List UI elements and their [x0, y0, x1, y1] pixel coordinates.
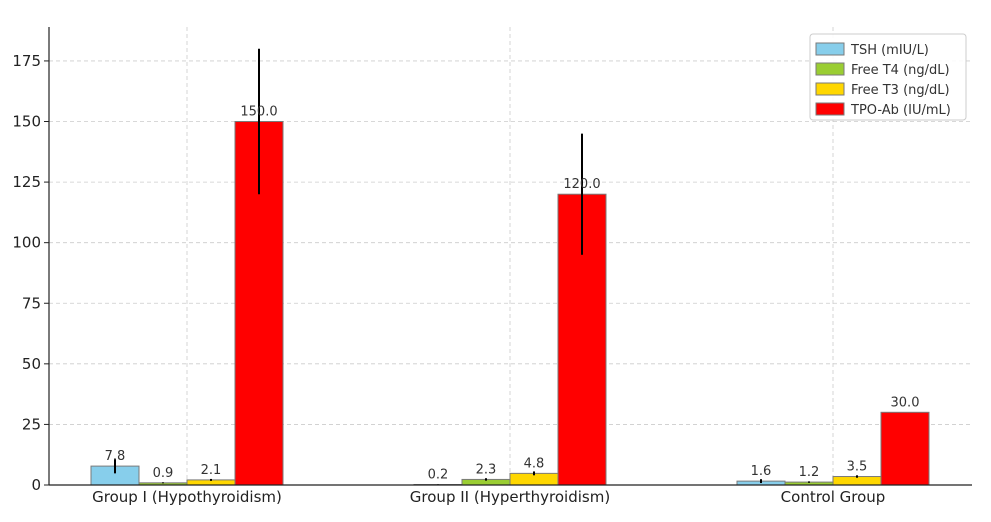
x-category-label: Group I (Hypothyroidism) [92, 488, 282, 506]
legend-swatch [815, 62, 845, 76]
y-tick-label: 175 [12, 52, 41, 70]
y-tick-label: 0 [31, 476, 41, 494]
legend-label: TPO-Ab (IU/mL) [850, 103, 951, 118]
legend-swatch [815, 102, 845, 116]
grid-lines [49, 27, 972, 485]
legend: TSH (mIU/L) Free T4 (ng/dL) Free T3 (ng/dL… [809, 33, 967, 121]
bar-value-label: 4.8 [524, 456, 545, 471]
bar-value-label: 150.0 [240, 105, 277, 120]
bar-value-label: 0.2 [428, 468, 449, 483]
bar-value-label: 2.3 [476, 462, 497, 477]
bar-value-label: 2.1 [201, 463, 222, 478]
legend-swatch [815, 42, 845, 56]
x-category-label: Control Group [781, 488, 886, 506]
y-tick-label: 150 [12, 113, 41, 131]
y-tick-label: 50 [22, 355, 41, 373]
bar-value-label: 7.8 [105, 449, 126, 464]
legend-label: Free T3 (ng/dL) [851, 83, 950, 98]
bar [880, 411, 930, 486]
y-tick-label: 25 [22, 415, 41, 433]
y-tick-label: 75 [22, 294, 41, 312]
bar-value-label: 30.0 [891, 395, 920, 410]
y-tick-label: 100 [12, 234, 41, 252]
legend-swatch [815, 82, 845, 96]
x-ticks: Group I (Hypothyroidism) Group II (Hypert… [92, 488, 885, 506]
bar-value-label: 120.0 [563, 177, 600, 192]
bar [832, 476, 882, 486]
x-category-label: Group II (Hyperthyroidism) [410, 488, 610, 506]
axes [48, 27, 972, 486]
y-tick-label: 125 [12, 173, 41, 191]
legend-label: TSH (mIU/L) [850, 43, 929, 58]
legend-frame [809, 33, 967, 121]
bar-value-label: 1.2 [799, 465, 820, 480]
bar-value-label: 3.5 [847, 460, 868, 475]
bar-value-label: 1.6 [751, 464, 772, 479]
bar-value-label: 0.9 [153, 466, 174, 481]
legend-label: Free T4 (ng/dL) [851, 63, 950, 78]
error-bars [114, 48, 858, 485]
y-ticks: 0 25 50 75 100 125 150 175 [12, 52, 49, 494]
value-labels: 7.8 0.2 1.6 0.9 2.3 1.2 2.1 4.8 3.5 150.0 120.0 30.… [105, 105, 920, 483]
